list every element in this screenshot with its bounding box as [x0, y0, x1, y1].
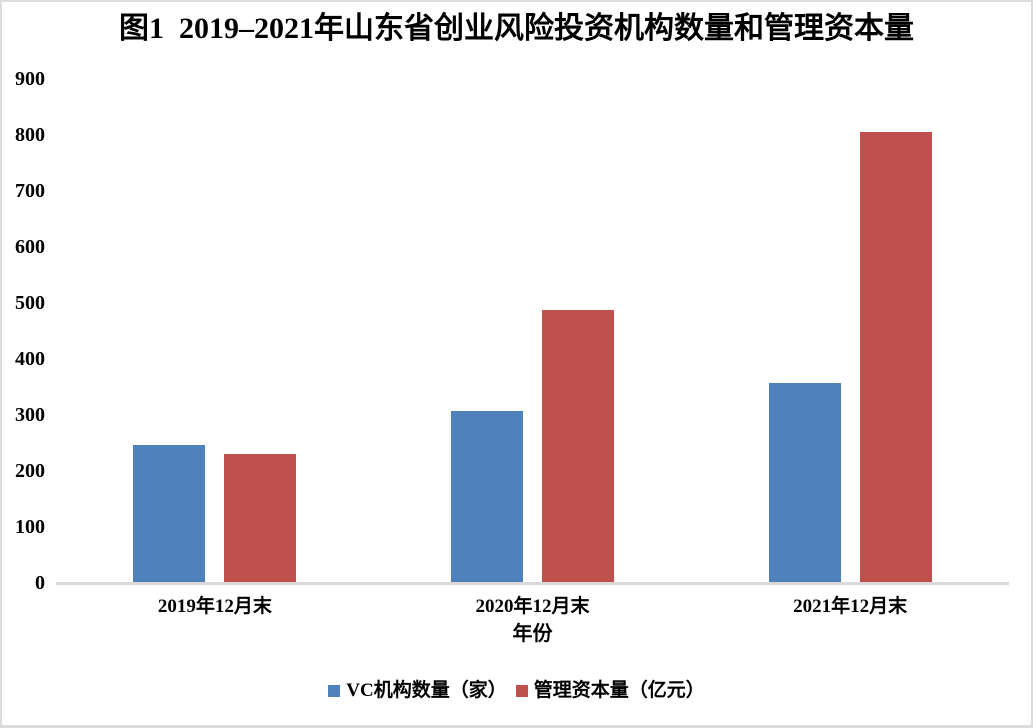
legend-label-managed-capital: 管理资本量（亿元） [533, 680, 705, 701]
bar-vc-count [451, 410, 523, 583]
bar-managed-capital [542, 310, 614, 583]
chart-title: 图1 2019–2021年山东省创业风险投资机构数量和管理资本量 [119, 12, 914, 45]
y-axis-tick-label: 0 [35, 572, 45, 594]
y-axis-tick-label: 400 [15, 348, 45, 370]
y-axis-tick-label: 800 [15, 124, 45, 146]
bar-managed-capital [224, 454, 297, 583]
x-axis-tick-label: 2019年12月末 [157, 596, 272, 617]
legend-swatch-red [515, 685, 528, 697]
legend-item-managed-capital: 管理资本量（亿元） [515, 680, 705, 702]
y-axis-tick-label: 600 [15, 236, 45, 258]
y-axis-tick-label: 700 [15, 180, 45, 202]
x-axis-title: 年份 [512, 623, 553, 645]
legend-item-vc-count: VC机构数量（家） [328, 680, 507, 702]
legend-label-vc-count: VC机构数量（家） [346, 680, 507, 701]
bar-vc-count [133, 445, 206, 583]
x-axis-line [56, 582, 1009, 585]
x-axis-tick-label: 2020年12月末 [475, 596, 590, 617]
legend: VC机构数量（家） 管理资本量（亿元） [0, 680, 1033, 702]
y-axis-tick-label: 200 [15, 460, 45, 482]
bar-managed-capital [859, 131, 932, 583]
y-axis-tick-label: 500 [15, 292, 45, 314]
y-axis-tick-label: 300 [15, 404, 45, 426]
y-axis-tick-label: 100 [15, 516, 45, 538]
y-axis-tick-label: 900 [15, 68, 45, 90]
x-axis-tick-label: 2021年12月末 [793, 596, 908, 617]
legend-swatch-blue [328, 685, 341, 697]
bar-vc-count [768, 382, 841, 583]
